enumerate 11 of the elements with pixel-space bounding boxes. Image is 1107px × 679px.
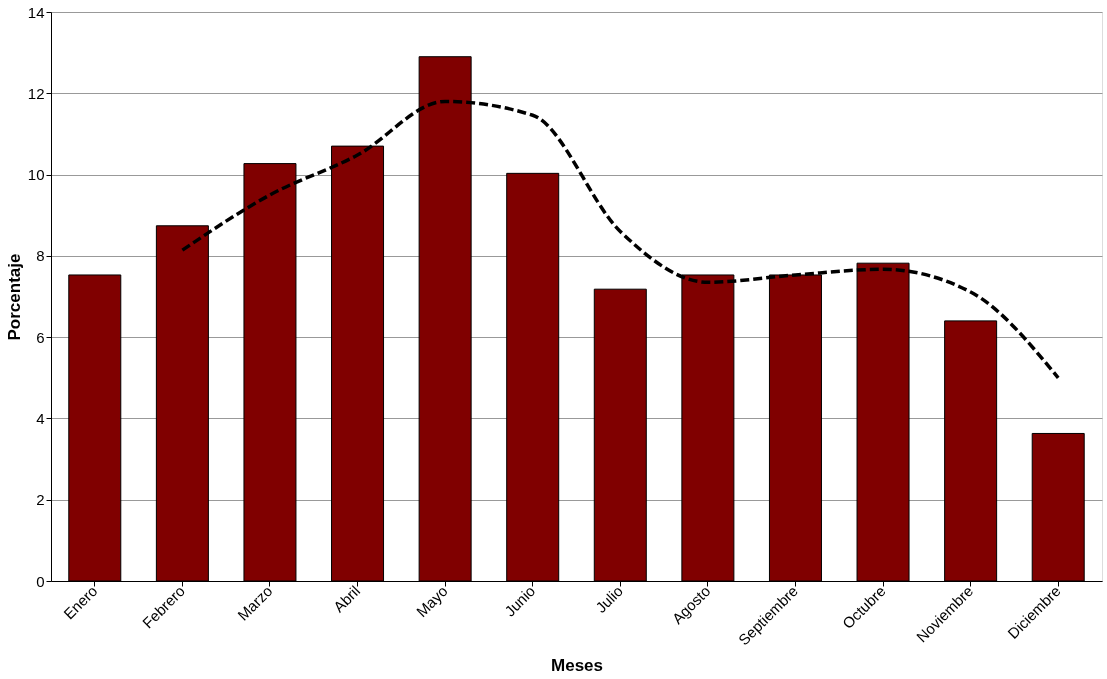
y-tick-label: 0 (36, 572, 45, 590)
x-tick-label: Julio (592, 582, 626, 616)
y-tick-label: 12 (27, 84, 45, 102)
y-tick-label: 8 (36, 247, 45, 265)
y-tick-label: 10 (27, 166, 45, 184)
y-tick-label: 14 (27, 3, 45, 21)
y-tick-label: 4 (36, 409, 45, 427)
x-axis-title: Meses (551, 656, 603, 676)
y-tick-label: 2 (36, 491, 45, 509)
y-tick-label: 6 (36, 328, 45, 346)
y-axis-title: Porcentaje (4, 253, 24, 341)
